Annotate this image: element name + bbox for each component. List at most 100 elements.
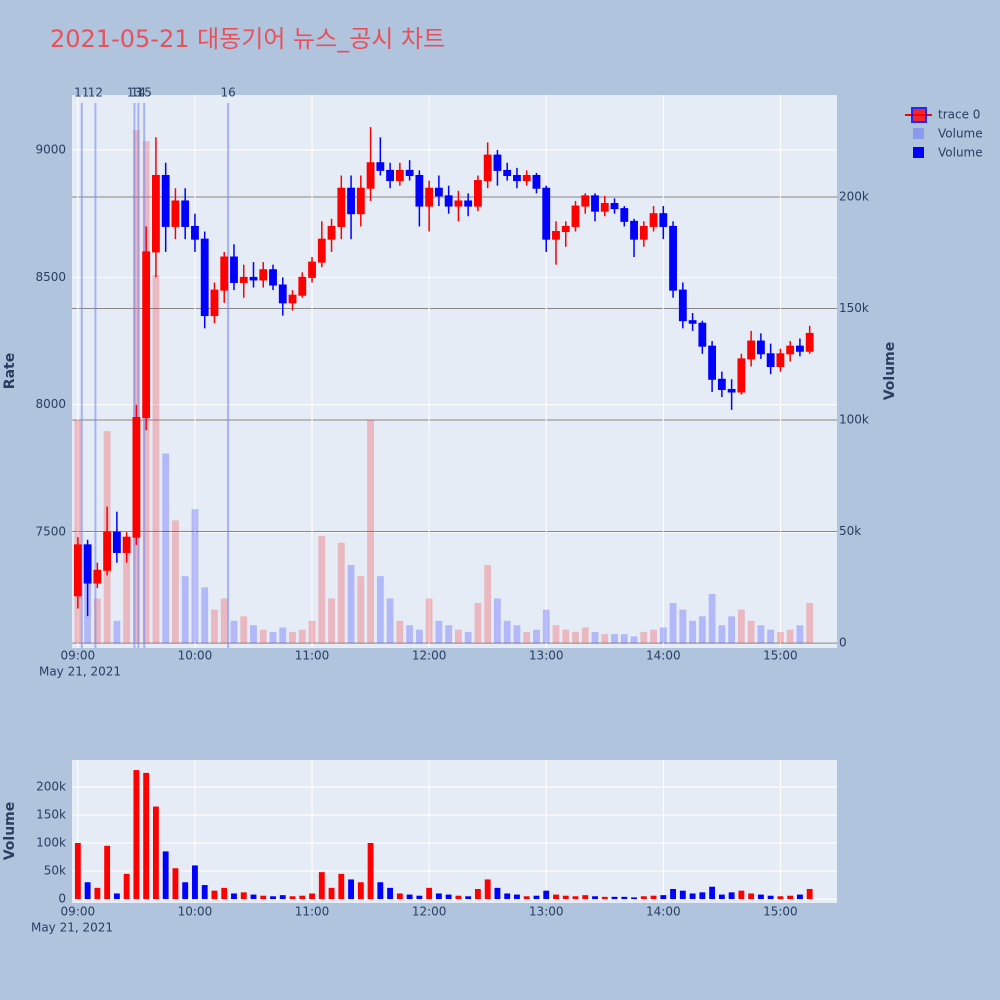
candle-body	[639, 225, 648, 240]
legend-label[interactable]: Volume	[938, 127, 983, 141]
x-tick-label: 09:00	[61, 905, 96, 919]
y-tick-label: 50k	[44, 864, 66, 878]
volume-bar	[172, 868, 179, 900]
volume-bar	[572, 631, 579, 644]
candle-body	[191, 225, 199, 240]
volume-bar	[192, 865, 198, 900]
volume-bar	[318, 536, 326, 644]
volume-bar	[328, 598, 335, 644]
x-tick-label: 11:00	[295, 649, 330, 663]
candle-body	[678, 289, 687, 322]
volume-bar	[503, 620, 511, 644]
legend-swatch	[913, 147, 924, 158]
annotation-label: 13	[127, 86, 142, 100]
volume-bar	[298, 629, 306, 644]
x-tick-label: 15:00	[763, 649, 798, 663]
candle-body	[659, 213, 668, 227]
volume-bar	[201, 885, 208, 900]
candle-body	[327, 225, 336, 240]
candle-body	[581, 195, 590, 207]
volume-bar	[523, 896, 530, 900]
volume-bar	[250, 625, 257, 644]
volume-bar	[777, 896, 784, 900]
legend-label[interactable]: Volume	[938, 146, 983, 160]
volume-bar	[445, 894, 452, 900]
candle-body	[239, 276, 248, 283]
volume-bar	[611, 896, 618, 900]
candle-body	[513, 174, 521, 182]
volume-bar	[396, 893, 403, 900]
y-tick-label: 0	[58, 892, 66, 906]
candle-body	[386, 169, 395, 182]
candle-body	[786, 345, 795, 355]
volume-bar	[416, 895, 423, 900]
candle-body	[669, 225, 677, 291]
volume-bar	[328, 887, 335, 900]
volume-bar	[347, 565, 355, 644]
candle-body	[132, 416, 141, 538]
candle-body	[347, 187, 355, 215]
volume-bar	[592, 896, 598, 900]
candle-body	[210, 289, 219, 317]
y2-axis-title: Volume	[882, 342, 898, 401]
volume-bar	[523, 631, 531, 644]
volume-bar	[74, 842, 81, 900]
volume-bar	[113, 893, 120, 900]
candle-body	[532, 174, 541, 189]
candle-body	[220, 256, 229, 291]
candle-body	[444, 195, 453, 207]
legend-label[interactable]: trace 0	[938, 108, 980, 122]
candle-body	[142, 251, 151, 418]
candle-body	[727, 388, 736, 393]
volume-bar	[786, 629, 794, 644]
plot-area	[72, 760, 837, 903]
volume-bar	[337, 542, 345, 644]
y-tick-label: 8000	[35, 397, 66, 411]
volume-bar	[650, 895, 657, 900]
candle-body	[737, 358, 746, 393]
volume-bar	[426, 887, 433, 900]
volume-bar	[533, 895, 540, 900]
y-tick-label: 100k	[36, 835, 66, 849]
volume-bar	[747, 620, 755, 644]
volume-bar	[348, 879, 354, 900]
volume-bar	[201, 587, 209, 644]
x-tick-label: 12:00	[412, 649, 447, 663]
x-date-label: May 21, 2021	[31, 921, 113, 935]
annotation-label: 12	[88, 86, 103, 100]
volume-bar	[640, 896, 647, 900]
annotation-label: 14	[131, 86, 146, 100]
volume-bar	[211, 890, 218, 900]
candle-body	[269, 269, 277, 286]
volume-bar	[415, 629, 423, 644]
candle-body	[259, 269, 268, 281]
candle-body	[708, 345, 717, 380]
y-axis-title: Rate	[2, 353, 18, 389]
candle-body	[376, 162, 385, 171]
x-tick-label: 14:00	[646, 905, 681, 919]
candle-body	[796, 345, 804, 352]
volume-bar	[240, 892, 247, 900]
volume-bar	[660, 895, 667, 900]
volume-bar	[123, 873, 130, 900]
candle-body	[161, 174, 170, 227]
volume-bar	[123, 542, 131, 644]
volume-bar	[581, 627, 589, 644]
volume-bar	[270, 896, 276, 900]
volume-bar	[748, 893, 755, 900]
volume-bar	[182, 882, 189, 900]
volume-bar	[84, 882, 91, 900]
volume-bar	[659, 627, 667, 644]
candle-body	[776, 353, 785, 368]
volume-bar	[562, 895, 569, 900]
volume-bar	[132, 130, 140, 644]
x-tick-label: 09:00	[61, 649, 96, 663]
volume-bar	[513, 625, 521, 644]
y2-tick-label: 100k	[839, 413, 869, 427]
volume-bar	[104, 845, 111, 900]
x-tick-label: 14:00	[646, 649, 681, 663]
volume-bar	[230, 620, 238, 644]
volume-bar	[133, 770, 140, 900]
volume-bar	[669, 602, 677, 644]
x-tick-label: 13:00	[529, 649, 564, 663]
